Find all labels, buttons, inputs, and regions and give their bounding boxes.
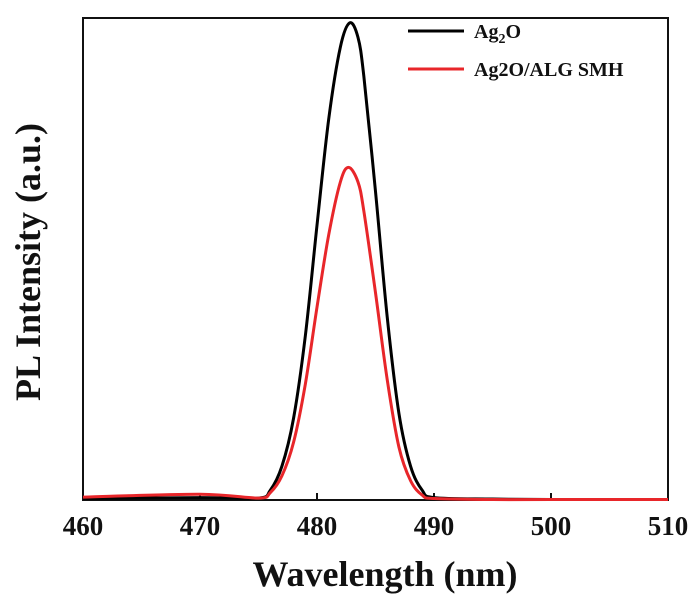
legend-label-ag2o: Ag2O (474, 21, 521, 47)
x-tick-label-490: 490 (414, 511, 455, 541)
legend: Ag2O Ag2O/ALG SMH (408, 21, 624, 81)
plot-frame (82, 17, 669, 501)
x-tick-labels: 460 470 480 490 500 510 (63, 511, 689, 541)
series-layer (82, 21, 669, 502)
legend-label-ag2o-alg-smh: Ag2O/ALG SMH (474, 59, 624, 81)
x-tick-label-470: 470 (180, 511, 221, 541)
x-tick-label-510: 510 (648, 511, 689, 541)
x-tick-label-460: 460 (63, 511, 104, 541)
x-axis-title: Wavelength (nm) (253, 554, 518, 594)
series-line-ag2o (82, 21, 669, 502)
y-axis-title: PL Intensity (a.u.) (8, 123, 48, 401)
series-line-ag2o-alg-smh (82, 165, 668, 502)
x-tick-label-500: 500 (531, 511, 572, 541)
x-tick-label-480: 480 (297, 511, 338, 541)
